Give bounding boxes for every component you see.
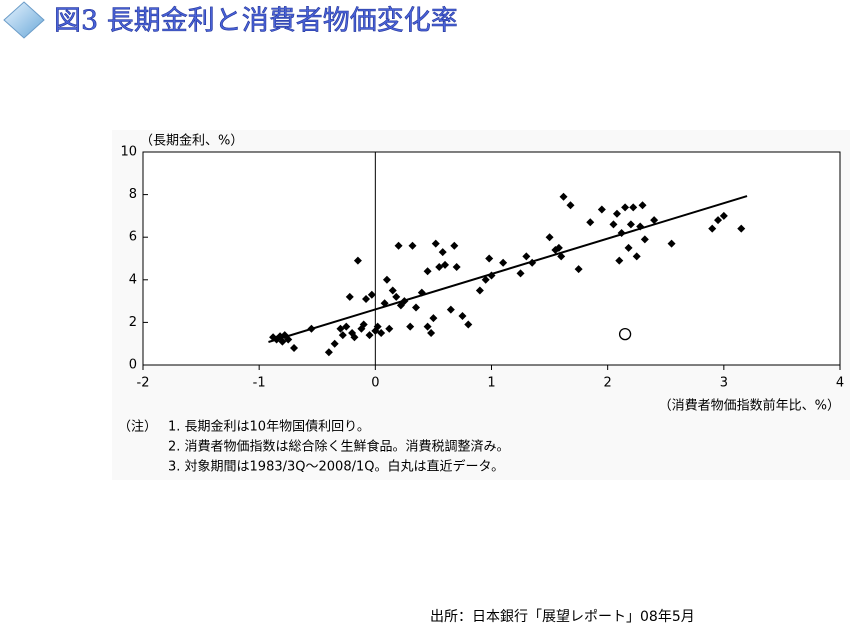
point bbox=[406, 322, 415, 331]
point bbox=[307, 324, 316, 333]
source: 出所：日本銀行「展望レポート」08年5月 bbox=[430, 609, 695, 625]
point bbox=[441, 260, 450, 269]
point bbox=[621, 203, 630, 212]
y-tick-label: 4 bbox=[129, 272, 137, 287]
x-tick-label: 3 bbox=[720, 376, 728, 391]
x-tick-label: -2 bbox=[137, 376, 150, 391]
point bbox=[615, 256, 624, 265]
point bbox=[566, 201, 575, 210]
point bbox=[617, 228, 626, 237]
y-tick-label: 2 bbox=[129, 315, 137, 330]
point bbox=[382, 275, 391, 284]
x-tick-label: 4 bbox=[836, 376, 844, 391]
point bbox=[650, 216, 659, 225]
point bbox=[612, 209, 621, 218]
x-tick-label: 2 bbox=[604, 376, 612, 391]
point bbox=[458, 312, 467, 321]
point bbox=[719, 211, 728, 220]
point bbox=[545, 233, 554, 242]
point bbox=[388, 286, 397, 295]
point bbox=[554, 243, 563, 252]
trend-line bbox=[268, 195, 748, 343]
point bbox=[528, 258, 537, 267]
point bbox=[632, 252, 641, 261]
point bbox=[557, 252, 566, 261]
note: 2. 消費者物価指数は総合除く生鮮食品。消費税調整済み。 bbox=[168, 439, 510, 455]
y-axis-label: （長期金利、%） bbox=[140, 133, 243, 149]
point bbox=[475, 286, 484, 295]
point bbox=[438, 248, 447, 257]
x-tick-label: -1 bbox=[253, 376, 266, 391]
latest-point bbox=[618, 327, 632, 341]
point bbox=[714, 216, 723, 225]
y-tick-label: 10 bbox=[120, 145, 137, 160]
point bbox=[350, 333, 359, 342]
point bbox=[450, 241, 459, 250]
point bbox=[411, 303, 420, 312]
point bbox=[324, 348, 333, 357]
point bbox=[586, 218, 595, 227]
point bbox=[559, 192, 568, 201]
point bbox=[385, 324, 394, 333]
point bbox=[377, 329, 386, 338]
plot: 0 2 4 6 8 10 -2 -1 0 1 2 3 4 bbox=[120, 145, 844, 391]
point bbox=[423, 322, 432, 331]
y-tick-label: 6 bbox=[129, 230, 137, 245]
point bbox=[330, 339, 339, 348]
point bbox=[487, 271, 496, 280]
point bbox=[629, 203, 638, 212]
point bbox=[516, 269, 525, 278]
point bbox=[373, 322, 382, 331]
notes-label: （注） bbox=[118, 420, 157, 435]
x-tick-label: 1 bbox=[487, 376, 495, 391]
point bbox=[423, 267, 432, 276]
point bbox=[342, 322, 351, 331]
point bbox=[499, 258, 508, 267]
point bbox=[667, 239, 676, 248]
point bbox=[638, 201, 647, 210]
y-tick-label: 0 bbox=[129, 358, 137, 373]
point bbox=[481, 275, 490, 284]
point bbox=[485, 254, 494, 263]
point bbox=[427, 329, 436, 338]
point bbox=[362, 294, 371, 303]
point bbox=[624, 243, 633, 252]
point bbox=[429, 314, 438, 323]
point bbox=[380, 299, 389, 308]
x-tick-label: 0 bbox=[371, 376, 379, 391]
x-axis-label: （消費者物価指数前年比、%） bbox=[659, 398, 840, 414]
point bbox=[353, 256, 362, 265]
note: 1. 長期金利は10年物国債利回り。 bbox=[168, 419, 370, 435]
point bbox=[446, 305, 455, 314]
note: 3. 対象期間は1983/3Q～2008/1Q。白丸は直近データ。 bbox=[168, 459, 504, 475]
point bbox=[408, 241, 417, 250]
point bbox=[737, 224, 746, 233]
y-tick-label: 8 bbox=[129, 187, 137, 202]
point bbox=[640, 235, 649, 244]
point bbox=[284, 335, 293, 344]
point bbox=[522, 252, 531, 261]
point bbox=[609, 220, 618, 229]
point bbox=[290, 343, 299, 352]
point bbox=[636, 222, 645, 231]
page-title: 図3 長期金利と消費者物価変化率 bbox=[54, 6, 458, 37]
point bbox=[392, 292, 401, 301]
point bbox=[626, 220, 635, 229]
point bbox=[367, 290, 376, 299]
point bbox=[708, 224, 717, 233]
point bbox=[597, 205, 606, 214]
point bbox=[365, 331, 374, 340]
point bbox=[338, 331, 347, 340]
point bbox=[574, 265, 583, 274]
point bbox=[452, 263, 461, 272]
point bbox=[345, 292, 354, 301]
point bbox=[431, 239, 440, 248]
point bbox=[400, 297, 409, 306]
point bbox=[464, 320, 473, 329]
point bbox=[394, 241, 403, 250]
point bbox=[359, 320, 368, 329]
point bbox=[417, 288, 426, 297]
title-icon bbox=[3, 1, 45, 39]
